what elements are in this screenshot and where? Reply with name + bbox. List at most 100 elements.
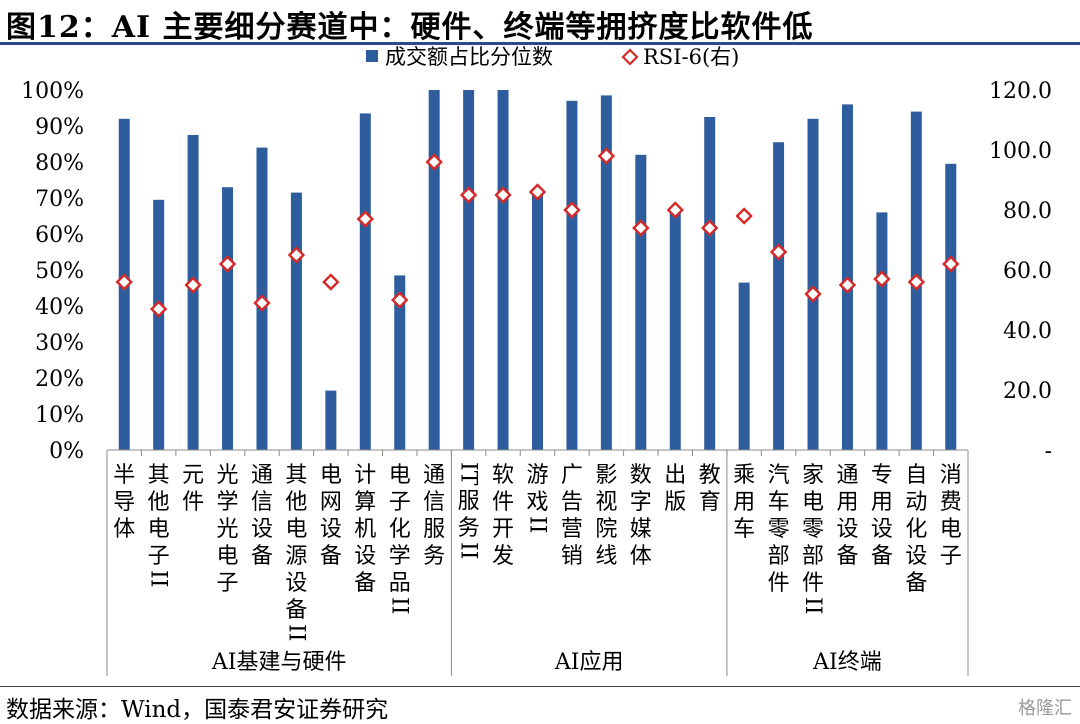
rsi-marker bbox=[873, 270, 891, 288]
chart-area: 0% 10% 20% 30% 40% 50% 60% 70% 80% 90% 100% - 20.0 40… bbox=[21, 45, 1052, 676]
y-left-tick-label: 10% bbox=[35, 403, 84, 428]
x-tick-label: 务 bbox=[423, 544, 445, 569]
x-tick-label: 告 bbox=[561, 490, 583, 515]
x-tick-label: 设 bbox=[251, 517, 273, 542]
x-tick-label: 光 bbox=[217, 463, 239, 488]
bar bbox=[876, 212, 888, 450]
rsi-marker bbox=[666, 201, 684, 219]
y-left-tick-label: 50% bbox=[35, 259, 84, 284]
x-tick-label: 件 bbox=[182, 490, 204, 515]
x-tick-label: 用 bbox=[871, 490, 893, 515]
bar bbox=[669, 208, 681, 450]
rsi-marker bbox=[391, 291, 409, 309]
y-left-tick-label: 70% bbox=[35, 187, 84, 212]
x-tick-label: 电 bbox=[389, 463, 411, 488]
x-tick-label: 开 bbox=[492, 517, 514, 542]
bar bbox=[394, 275, 406, 450]
x-tick-label: 视 bbox=[595, 490, 617, 515]
x-tick-label: II bbox=[525, 516, 550, 533]
bar bbox=[738, 282, 750, 450]
x-tick-label: II bbox=[146, 570, 171, 587]
y-right-tick-label: 20.0 bbox=[1003, 379, 1052, 404]
x-tick-label: 设 bbox=[285, 571, 307, 596]
y-left-tick-label: 100% bbox=[21, 79, 84, 104]
x-tick-label: 服 bbox=[458, 489, 480, 514]
x-tick-label: 线 bbox=[595, 544, 617, 569]
bar bbox=[704, 117, 716, 450]
x-tick-label: 电 bbox=[285, 517, 307, 542]
bar bbox=[463, 90, 475, 450]
x-tick-label: 部 bbox=[802, 544, 824, 569]
x-tick-label: 电 bbox=[320, 463, 342, 488]
rsi-marker bbox=[563, 201, 581, 219]
x-tick-label: 信 bbox=[423, 490, 445, 515]
x-tick-label: 院 bbox=[595, 517, 617, 542]
x-tick-label: 汽 bbox=[768, 463, 790, 488]
x-tick-label: 导 bbox=[113, 490, 135, 515]
x-tick-label: 通 bbox=[423, 463, 445, 488]
x-tick-label: 电 bbox=[802, 490, 824, 515]
x-tick-label: 网 bbox=[320, 490, 342, 515]
x-tick-label: 备 bbox=[905, 571, 927, 596]
x-tick-label: IT bbox=[456, 462, 481, 486]
x-tick-label: 备 bbox=[285, 598, 307, 623]
y-left-tick-label: 90% bbox=[35, 115, 84, 140]
x-tick-label: 光 bbox=[217, 517, 239, 542]
bar bbox=[532, 194, 543, 450]
x-tick-label: 零 bbox=[768, 517, 790, 542]
rsi-marker bbox=[701, 219, 719, 237]
x-tick-label: 学 bbox=[389, 544, 411, 569]
x-tick-label: 设 bbox=[836, 517, 858, 542]
rsi-marker bbox=[838, 276, 857, 294]
group-label: AI应用 bbox=[554, 650, 624, 675]
rsi-marker bbox=[907, 273, 926, 291]
x-tick-label: 游 bbox=[526, 463, 548, 488]
x-tick-label: 用 bbox=[836, 490, 858, 515]
x-tick-label: 自 bbox=[905, 463, 927, 488]
rsi-marker bbox=[769, 243, 788, 261]
y-right-tick-label: 100.0 bbox=[989, 139, 1052, 164]
y-left-tick-label: 30% bbox=[35, 331, 84, 356]
x-tick-label: 子 bbox=[217, 571, 239, 596]
x-tick-label: 戏 bbox=[526, 490, 548, 515]
legend-bar-label: 成交额占比分位数 bbox=[385, 45, 553, 69]
x-tick-label: 用 bbox=[733, 490, 755, 515]
rsi-marker bbox=[425, 153, 443, 171]
bar bbox=[566, 100, 578, 451]
x-tick-label: 务 bbox=[458, 516, 480, 541]
bar bbox=[153, 199, 165, 450]
x-tick-label: II bbox=[456, 542, 481, 559]
rsi-marker bbox=[632, 219, 650, 237]
rsi-marker bbox=[494, 186, 512, 204]
rsi-marker bbox=[804, 285, 822, 303]
x-tick-label: 服 bbox=[423, 517, 445, 542]
rsi-marker bbox=[149, 300, 168, 318]
y-right-tick-label: 40.0 bbox=[1003, 319, 1052, 344]
x-tick-label: 出 bbox=[664, 463, 686, 488]
x-tick-label: II bbox=[283, 624, 308, 641]
bar bbox=[290, 192, 302, 450]
x-tick-label: 子 bbox=[389, 490, 411, 515]
x-tick-label: 体 bbox=[630, 544, 652, 569]
x-tick-label: 媒 bbox=[630, 517, 652, 542]
x-tick-label: 部 bbox=[768, 544, 790, 569]
bar bbox=[945, 163, 957, 451]
x-tick-label: 专 bbox=[871, 463, 893, 488]
x-tick-label: 教 bbox=[699, 463, 721, 488]
x-tick-label: 设 bbox=[905, 544, 927, 569]
x-tick-label: 家 bbox=[802, 463, 824, 488]
rsi-marker bbox=[459, 186, 478, 204]
x-tick-label: 消 bbox=[940, 463, 962, 488]
group-label: AI基建与硬件 bbox=[211, 650, 347, 675]
x-tick-label: 备 bbox=[354, 571, 376, 596]
x-tick-label: 电 bbox=[940, 517, 962, 542]
legend-marker-label: RSI-6(右) bbox=[643, 45, 739, 69]
y-right-tick-label: 80.0 bbox=[1003, 199, 1052, 224]
x-tick-label: 品 bbox=[389, 571, 411, 596]
x-tick-label: 销 bbox=[561, 544, 583, 569]
x-tick-label: 备 bbox=[836, 544, 858, 569]
x-tick-label: 通 bbox=[251, 463, 273, 488]
y-right-tick-label: 120.0 bbox=[989, 79, 1052, 104]
rsi-marker bbox=[287, 246, 306, 264]
rsi-marker bbox=[184, 276, 202, 294]
